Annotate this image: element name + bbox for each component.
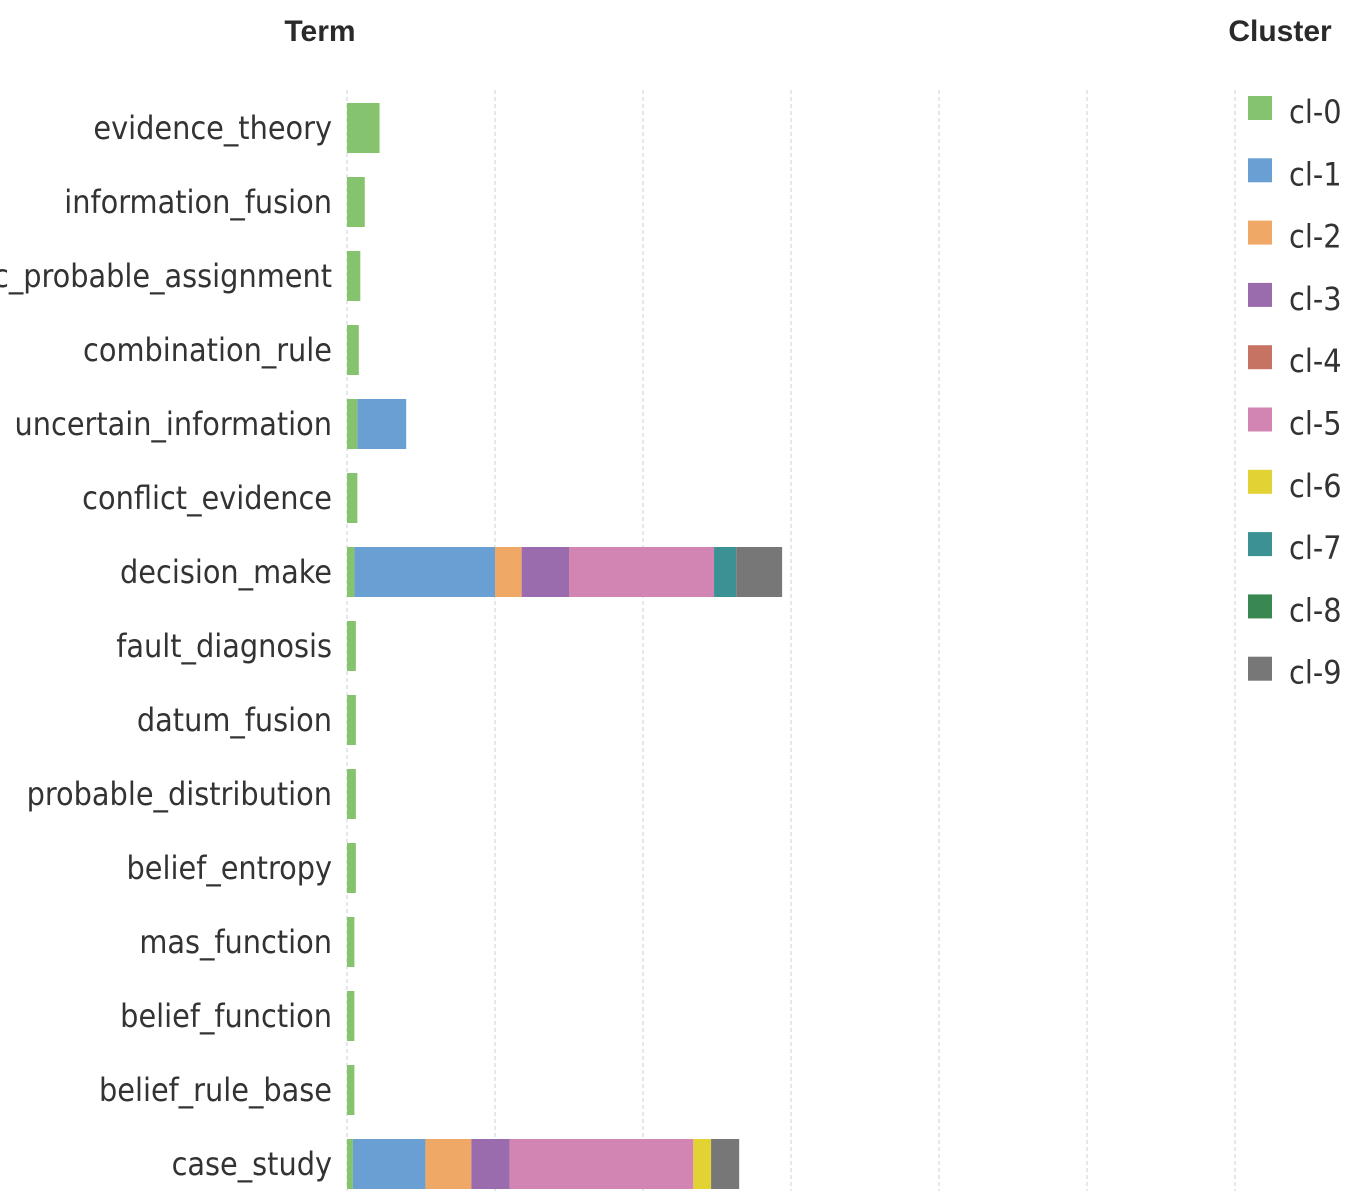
legend-label: cl-9: [1289, 654, 1342, 692]
bars: [347, 103, 783, 1189]
legend: cl-0 cl-1 cl-2 cl-3 cl-4 cl-5 cl-6 cl-7 cl-8 cl-9: [1248, 93, 1342, 692]
bar-segment-cl-0[interactable]: [347, 991, 355, 1041]
legend-swatch-cl-6: [1248, 469, 1272, 494]
bar-segment-cl-1[interactable]: [352, 1139, 426, 1189]
legend-label: cl-4: [1289, 342, 1342, 380]
legend-swatch-cl-2: [1248, 220, 1272, 245]
term-label: decision_make: [120, 553, 332, 591]
bar-segment-cl-0[interactable]: [347, 547, 355, 597]
bar-segment-cl-5[interactable]: [569, 547, 715, 597]
legend-label: cl-8: [1289, 591, 1342, 629]
bar-segment-cl-2[interactable]: [495, 547, 522, 597]
legend-swatch-cl-0: [1248, 96, 1272, 120]
bar-segment-cl-3[interactable]: [521, 547, 569, 597]
legend-swatch-cl-1: [1248, 158, 1272, 183]
term-label: belief_entropy: [126, 849, 332, 887]
term-label: probable_distribution: [27, 775, 332, 813]
legend-label: cl-6: [1289, 467, 1342, 505]
term-header: Term: [284, 15, 355, 48]
bar-segment-cl-0[interactable]: [347, 1065, 355, 1115]
bar-segment-cl-0[interactable]: [347, 769, 356, 819]
legend-label: cl-0: [1289, 93, 1342, 131]
term-label: fault_diagnosis: [116, 627, 332, 665]
legend-label: cl-1: [1289, 155, 1342, 193]
legend-swatch-cl-9: [1248, 656, 1272, 681]
term-label: mas_function: [139, 923, 332, 961]
bar-segment-cl-0[interactable]: [347, 695, 356, 745]
bar-segment-cl-1[interactable]: [357, 399, 407, 449]
bar-segment-cl-0[interactable]: [347, 325, 359, 375]
bar-segment-cl-9[interactable]: [711, 1139, 740, 1189]
bar-segment-cl-9[interactable]: [736, 547, 783, 597]
term-label: belief_rule_base: [99, 1071, 332, 1109]
term-label: combination_rule: [83, 331, 332, 369]
term-label: information_fusion: [64, 183, 332, 221]
term-labels: evidence_theory information_fusion basic_p…: [0, 109, 332, 1183]
legend-swatch-cl-3: [1248, 282, 1272, 307]
bar-segment-cl-0[interactable]: [347, 473, 358, 523]
bar-segment-cl-6[interactable]: [693, 1139, 712, 1189]
bar-segment-cl-1[interactable]: [354, 547, 495, 597]
term-label: evidence_theory: [93, 109, 332, 147]
bar-segment-cl-3[interactable]: [471, 1139, 510, 1189]
bar-segment-cl-0[interactable]: [347, 917, 355, 967]
bar-segment-cl-2[interactable]: [425, 1139, 472, 1189]
legend-label: cl-5: [1289, 405, 1342, 443]
term-label: datum_fusion: [137, 701, 332, 739]
bar-segment-cl-0[interactable]: [347, 399, 358, 449]
bar-segment-cl-0[interactable]: [347, 843, 356, 893]
term-label: case_study: [172, 1145, 332, 1183]
legend-swatch-cl-7: [1248, 532, 1272, 557]
grid: [346, 90, 1236, 1191]
bar-segment-cl-0[interactable]: [347, 1139, 353, 1189]
bar-segment-cl-0[interactable]: [347, 177, 365, 227]
bar-segment-cl-0[interactable]: [347, 251, 361, 301]
bar-segment-cl-5[interactable]: [509, 1139, 694, 1189]
cluster-header: Cluster: [1228, 15, 1332, 48]
legend-swatch-cl-8: [1248, 594, 1272, 619]
legend-swatch-cl-5: [1248, 407, 1272, 432]
legend-label: cl-2: [1289, 218, 1342, 256]
bar-segment-cl-0[interactable]: [347, 621, 356, 671]
term-label: basic_probable_assignment: [0, 257, 332, 295]
legend-label: cl-7: [1289, 529, 1342, 567]
bar-segment-cl-7[interactable]: [714, 547, 737, 597]
legend-swatch-cl-4: [1248, 345, 1272, 370]
legend-label: cl-3: [1289, 280, 1342, 318]
term-label: uncertain_information: [14, 405, 332, 443]
term-label: conflict_evidence: [82, 479, 332, 517]
term-label: belief_function: [120, 997, 332, 1035]
bar-segment-cl-0[interactable]: [347, 103, 380, 153]
